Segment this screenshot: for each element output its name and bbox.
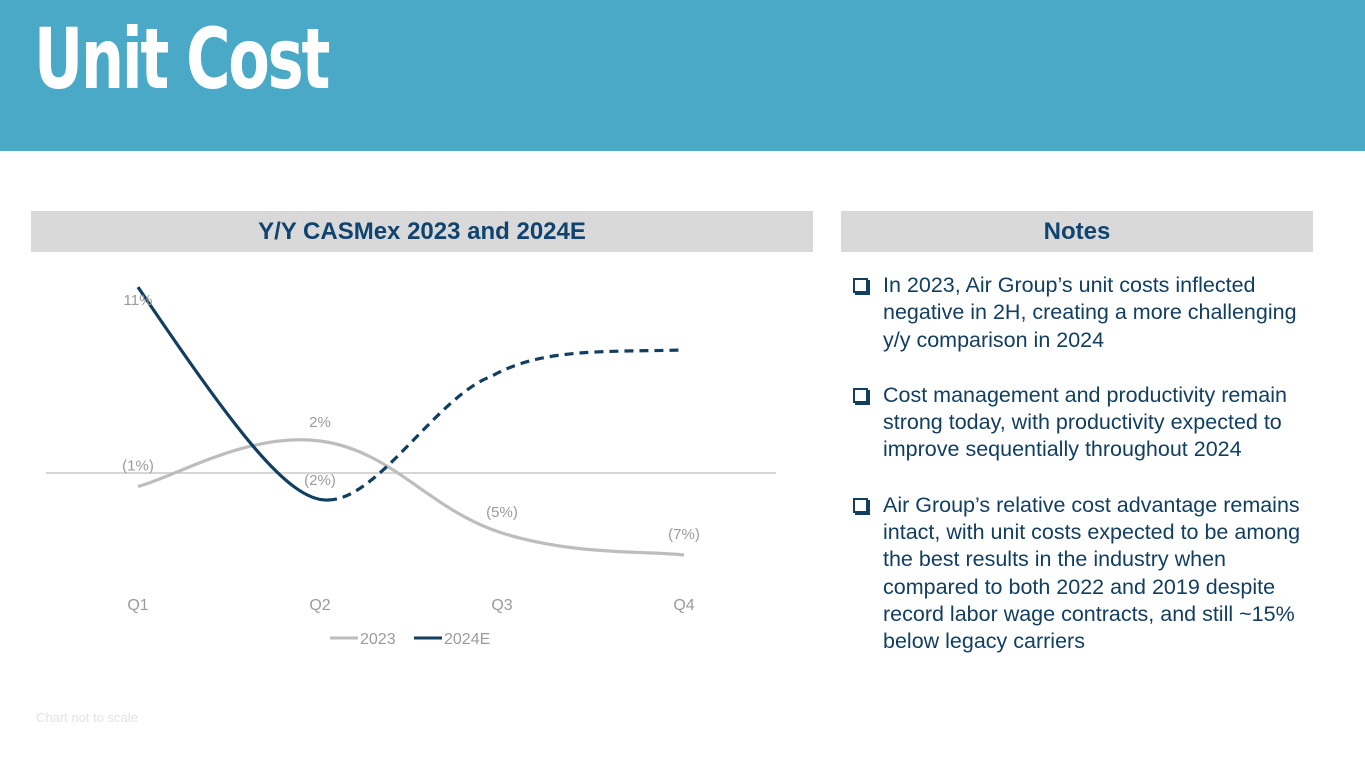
data-label-2024e: 11% xyxy=(124,292,153,309)
notes-title: Notes xyxy=(1043,217,1111,245)
series-2023-line xyxy=(137,438,685,557)
page-title: Unit Cost xyxy=(34,10,330,108)
data-label-2023: (5%) xyxy=(486,504,518,521)
data-label-2023: 2% xyxy=(309,414,331,431)
data-label-2023: (1%) xyxy=(122,458,154,475)
note-text: Cost management and productivity remain … xyxy=(883,382,1287,462)
footnote: Chart not to scale xyxy=(36,710,138,725)
chart: (1%) 2% (5%) (7%) 11% (2%) Q1 Q2 Q3 Q4 2023 2024E xyxy=(46,286,776,648)
note-item: In 2023, Air Group’s unit costs inflecte… xyxy=(851,272,1311,354)
legend: 2023 2024E xyxy=(330,631,490,648)
legend-label: 2024E xyxy=(444,631,490,648)
legend-label: 2023 xyxy=(360,631,396,648)
series-2024e-projected-line xyxy=(327,348,685,502)
note-text: In 2023, Air Group’s unit costs inflecte… xyxy=(883,273,1297,352)
notes-panel-header: Notes xyxy=(841,211,1313,252)
notes-list: In 2023, Air Group’s unit costs inflecte… xyxy=(851,272,1311,684)
checkbox-bullet-icon xyxy=(853,497,868,513)
data-label-2023: (7%) xyxy=(668,526,700,543)
note-item: Air Group’s relative cost advantage rema… xyxy=(851,492,1311,656)
chart-panel-header: Y/Y CASMex 2023 and 2024E xyxy=(31,211,813,252)
note-item: Cost management and productivity remain … xyxy=(851,382,1311,464)
note-text: Air Group’s relative cost advantage rema… xyxy=(883,492,1301,654)
data-label-2024e: (2%) xyxy=(304,472,336,489)
chart-title: Y/Y CASMex 2023 and 2024E xyxy=(258,217,586,245)
x-tick-label: Q3 xyxy=(491,597,512,614)
header-band xyxy=(0,0,1365,151)
x-tick-label: Q2 xyxy=(309,597,330,614)
checkbox-bullet-icon xyxy=(853,278,868,293)
checkbox-bullet-icon xyxy=(853,387,868,403)
series-2024e-actual-line xyxy=(136,286,329,502)
x-tick-label: Q4 xyxy=(673,597,694,614)
x-tick-label: Q1 xyxy=(127,597,148,614)
